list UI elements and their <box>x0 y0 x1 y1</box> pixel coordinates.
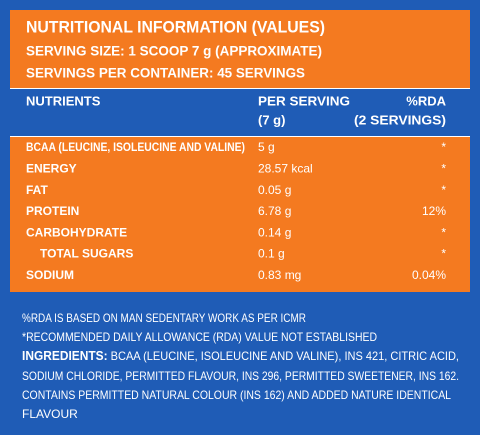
servings-per-container: SERVINGS PER CONTAINER: 45 SERVINGS <box>26 66 305 81</box>
per-serving: 0.83 mg <box>258 268 301 282</box>
rda: * <box>441 140 446 154</box>
ingredients-line: FLAVOUR <box>22 407 78 421</box>
per-serving: 28.57 kcal <box>258 161 313 175</box>
rda: 12% <box>422 204 446 218</box>
column-header: NUTRIENTS <box>26 93 101 108</box>
nutrient-name: FAT <box>26 183 48 197</box>
per-serving: 0.05 g <box>258 183 291 197</box>
table-header-band <box>10 89 470 136</box>
ingredients-label: INGREDIENTS: <box>22 348 108 363</box>
nutrient-name: TOTAL SUGARS <box>40 247 133 261</box>
note: *RECOMMENDED DAILY ALLOWANCE (RDA) VALUE… <box>22 330 377 344</box>
ingredients-line: CONTAINS PERMITTED NATURAL COLOUR (INS 1… <box>22 388 451 402</box>
per-serving: 5 g <box>258 140 275 154</box>
nutrient-name: ENERGY <box>26 161 77 175</box>
per-serving: 0.14 g <box>258 225 291 239</box>
rda: 0.04% <box>412 268 446 282</box>
nutrient-name: CARBOHYDRATE <box>26 225 127 239</box>
column-header: %RDA <box>406 93 446 108</box>
column-header: (2 SERVINGS) <box>354 112 446 127</box>
note: %RDA IS BASED ON MAN SEDENTARY WORK AS P… <box>22 311 306 325</box>
serving-size: SERVING SIZE: 1 SCOOP 7 g (APPROXIMATE) <box>26 44 322 59</box>
nutrient-name: BCAA (LEUCINE, ISOLEUCINE AND VALINE) <box>26 140 245 154</box>
rda: * <box>441 161 446 175</box>
per-serving: 0.1 g <box>258 247 285 261</box>
rda: * <box>441 247 446 261</box>
title: NUTRITIONAL INFORMATION (VALUES) <box>26 17 325 36</box>
table-body: BCAA (LEUCINE, ISOLEUCINE AND VALINE) 5 g… <box>26 140 446 282</box>
nutrient-name: SODIUM <box>26 268 74 282</box>
nutrient-name: PROTEIN <box>26 204 79 218</box>
column-header: (7 g) <box>258 112 285 127</box>
ingredients-line: SODIUM CHLORIDE, PERMITTED FLAVOUR, INS … <box>22 369 459 383</box>
ingredients-text: BCAA (LEUCINE, ISOLEUCINE AND VALINE), I… <box>108 349 459 363</box>
orange-panel <box>10 10 470 292</box>
rda: * <box>441 183 446 197</box>
rda: * <box>441 225 446 239</box>
per-serving: 6.78 g <box>258 204 291 218</box>
ingredients-line: INGREDIENTS: BCAA (LEUCINE, ISOLEUCINE A… <box>22 348 459 363</box>
column-header: PER SERVING <box>258 93 350 108</box>
